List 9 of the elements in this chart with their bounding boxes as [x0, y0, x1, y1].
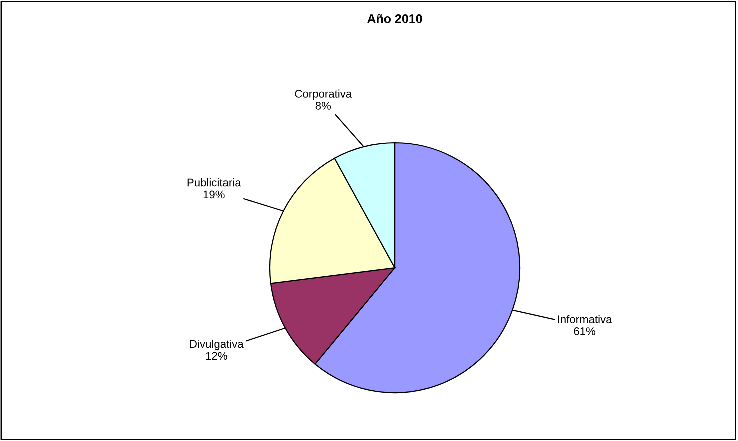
data-label: 61%: [574, 328, 596, 336]
data-label: 19%: [204, 190, 225, 199]
data-label: 8%: [316, 102, 332, 110]
slice-label: Publicitaria: [188, 178, 242, 187]
chart-title: Año 2010: [368, 14, 422, 24]
slice-label: Divulgativa: [190, 340, 244, 350]
data-label: 12%: [206, 352, 228, 360]
slice-label: Corporativa: [295, 90, 352, 100]
slice-label: Informativa: [558, 315, 612, 324]
